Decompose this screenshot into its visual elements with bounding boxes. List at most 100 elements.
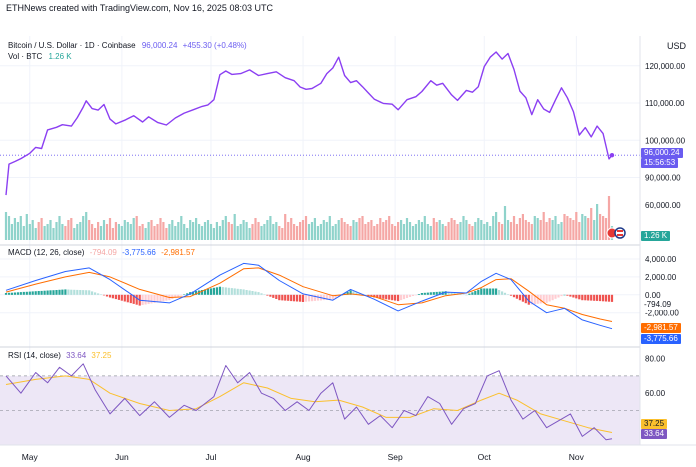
macd-histogram-bar [498, 290, 501, 295]
macd-histogram-bar [180, 294, 183, 296]
macd-histogram-bar [599, 294, 602, 302]
volume-bar [483, 224, 486, 240]
volume-bar [76, 224, 79, 240]
volume-bar [551, 220, 554, 240]
volume-bar [331, 226, 334, 240]
rsi-header[interactable]: RSI (14, close) 33.64 37.25 [8, 351, 111, 360]
macd-histogram-bar [492, 288, 495, 295]
macd-histogram-bar [251, 291, 254, 295]
volume-bar [566, 216, 569, 240]
macd-histogram-bar [391, 294, 394, 301]
us-flag-icon[interactable] [606, 227, 626, 239]
macd-histogram-bar [46, 290, 49, 295]
macd-histogram-bar [49, 290, 52, 295]
x-tick-label: Nov [569, 452, 585, 462]
volume-bar [322, 220, 325, 240]
volume-bar [400, 220, 403, 240]
volume-bar [138, 226, 141, 240]
macd-histogram-bar [209, 288, 213, 295]
volume-bar [239, 224, 242, 240]
macd-histogram-bar [82, 290, 85, 295]
macd-histogram-bar [64, 289, 67, 295]
volume-bar [272, 224, 275, 240]
symbol-header[interactable]: Bitcoin / U.S. Dollar · 1D · Coinbase 96… [8, 41, 247, 50]
volume-bar [607, 196, 611, 240]
macd-histogram-bar [212, 287, 215, 295]
macd-histogram-bar [73, 289, 76, 295]
macd-histogram-bar [432, 292, 435, 295]
volume-bar [16, 222, 19, 240]
volume-bar [346, 224, 349, 240]
macd-histogram-bar [156, 294, 159, 303]
last-price-dot [609, 153, 615, 158]
volume-bar [52, 228, 55, 240]
volume-bar [379, 218, 382, 240]
volume-bar [4, 212, 8, 240]
volume-bar [40, 218, 43, 240]
macd-histogram-bar [536, 294, 539, 304]
volume-bar [337, 220, 340, 240]
macd-histogram-bar [465, 294, 468, 296]
macd-histogram-bar [37, 291, 40, 295]
x-tick-label: Oct [478, 452, 492, 462]
price-axis-label: 110,000.00 [645, 99, 685, 108]
price-axis-label: 100,000.00 [645, 136, 686, 145]
symbol-title[interactable]: Bitcoin / U.S. Dollar · 1D · Coinbase [8, 41, 136, 50]
volume-bar [536, 218, 539, 240]
macd-histogram-bar [224, 287, 227, 295]
volume-bar [545, 222, 548, 240]
macd-histogram-bar [147, 294, 150, 304]
volume-bar [313, 218, 316, 240]
macd-histogram-bar [521, 294, 524, 302]
volume-bar [135, 216, 138, 240]
macd-histogram-bar [563, 294, 566, 296]
volume-bar [429, 226, 432, 240]
macd-histogram-bar [480, 288, 483, 295]
macd-histogram-bar [557, 294, 560, 298]
macd-histogram-bar [453, 292, 456, 295]
volume-bar [328, 216, 331, 240]
volume-header[interactable]: Vol · BTC 1.26 K [8, 52, 72, 61]
volume-bar [405, 218, 409, 240]
volume-bar [198, 224, 201, 240]
rsi-ma-line [5, 375, 613, 433]
macd-line-value: -3,775.66 [122, 248, 156, 257]
macd-histogram-bar [162, 294, 165, 302]
volume-bar [581, 214, 584, 240]
macd-histogram-bar [468, 293, 471, 295]
volume-bar [563, 214, 566, 240]
volume-bar [370, 220, 373, 240]
volume-bar [417, 220, 420, 240]
volume-bar [388, 216, 391, 240]
volume-bar [602, 216, 605, 240]
volume-bar [126, 222, 129, 240]
x-tick-label: Jul [206, 452, 217, 462]
macd-histogram-bar [266, 294, 269, 296]
macd-histogram-bar [581, 294, 584, 301]
volume-bar [397, 222, 400, 240]
macd-histogram-bar [105, 294, 109, 297]
macd-histogram-bar [239, 289, 242, 295]
macd-histogram-bar [397, 294, 400, 302]
macd-histogram-bar [352, 291, 355, 295]
macd-histogram-bar [94, 292, 97, 295]
volume-bar [444, 226, 447, 240]
volume-bar [495, 212, 498, 240]
macd-histogram-bar [572, 294, 575, 298]
macd-histogram-bar [435, 291, 438, 295]
volume-bar [438, 220, 441, 240]
macd-histogram-bar [28, 291, 31, 295]
macd-histogram-bar [420, 293, 423, 295]
macd-histogram-bar [382, 294, 385, 299]
volume-bar [373, 226, 376, 240]
volume-bar [471, 226, 474, 240]
macd-histogram-bar [429, 292, 432, 295]
macd-histogram-bar [506, 294, 510, 295]
volume-bar [180, 216, 183, 240]
macd-histogram-bar [206, 288, 210, 295]
currency-label[interactable]: USD [666, 41, 686, 51]
macd-header[interactable]: MACD (12, 26, close) -794.09 -3,775.66 -… [8, 248, 195, 257]
volume-bar [498, 222, 501, 240]
macd-histogram-bar [313, 294, 316, 301]
